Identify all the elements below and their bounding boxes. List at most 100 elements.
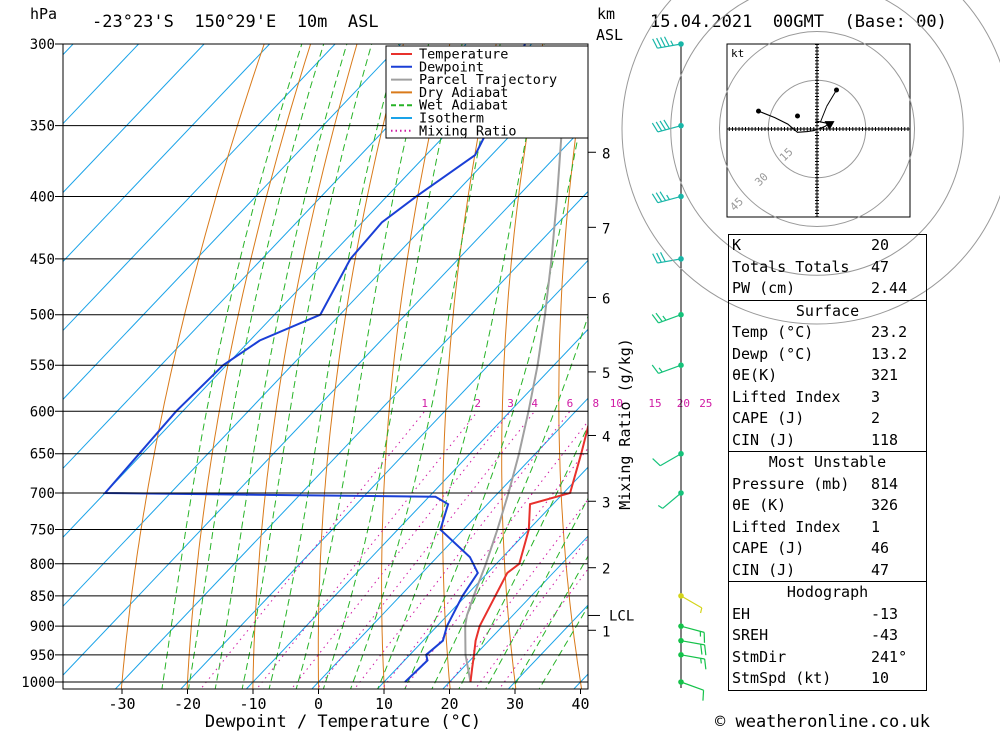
hodograph-row: StmSpd (kt) 10	[729, 668, 927, 690]
wind-barb-flag	[651, 314, 659, 324]
most-unstable-row: Lifted Index 1	[729, 517, 927, 539]
height-tick-label: 2	[602, 562, 610, 578]
most-unstable-row-value: 814	[871, 474, 899, 493]
hodograph-section-title: Hodograph	[728, 581, 927, 604]
wind-barb-staff	[680, 595, 703, 609]
mixing-ratio-line	[200, 410, 426, 689]
height-tick-label: 1	[602, 624, 610, 640]
mixing-ratio-axis-label: Mixing Ratio (g/kg)	[616, 338, 634, 510]
surface-row-label: CAPE (J)	[732, 409, 805, 427]
most-unstable-section-title: Most Unstable	[728, 451, 927, 474]
most-unstable-row: Pressure (mb) 814	[729, 474, 927, 496]
surface-row-value: 118	[871, 430, 899, 449]
hodograph-row-label: StmDir	[732, 647, 787, 666]
indices-table: K 20 Totals Totals 47 PW (cm) 2.44 Surface Temp…	[728, 234, 927, 691]
wind-barb-half	[666, 194, 670, 200]
most-unstable-row: CIN (J) 47	[729, 560, 927, 582]
legend-entry: Wet Adiabat	[419, 98, 508, 114]
x-tick-label: 40	[571, 695, 589, 713]
hodograph-row-value: -43	[871, 626, 899, 644]
wind-barb-flag	[651, 364, 659, 374]
wet-adiabat-line	[511, 555, 588, 689]
wet-adiabat-line	[431, 314, 588, 689]
surface-row: CAPE (J) 2	[729, 408, 927, 430]
dry-adiabat-line	[960, 44, 1000, 713]
mixing-ratio-line	[444, 498, 588, 689]
isotherm-line	[63, 44, 270, 263]
isotherm-line	[63, 44, 532, 538]
datetime-title: 15.04.2021 00GMT (Base: 00)	[650, 12, 947, 32]
surface-row: Temp (°C) 23.2	[729, 322, 927, 344]
pressure-tick-label: 750	[30, 523, 55, 539]
temperature-line	[469, 422, 588, 683]
wind-barb-flag	[655, 192, 663, 202]
mixing-ratio-label: 3	[507, 397, 514, 410]
mixing-ratio-line	[290, 410, 511, 689]
isotherm-line	[63, 44, 205, 194]
wind-barb-staff	[680, 625, 705, 633]
most-unstable-row-label: CIN (J)	[732, 560, 796, 579]
pressure-tick-label: 650	[30, 447, 55, 463]
most-unstable-row-value: 1	[871, 517, 881, 536]
hodograph-row: StmDir 241°	[729, 647, 927, 669]
surface-row-label: Temp (°C)	[732, 323, 814, 341]
x-axis-label: Dewpoint / Temperature (°C)	[205, 712, 481, 732]
height-tick-label: 5	[602, 366, 610, 382]
wind-barb-flag	[652, 38, 658, 49]
wet-adiabat-line	[295, 44, 430, 689]
wind-barb-half	[662, 315, 667, 321]
wind-barb-flag	[651, 122, 659, 133]
mixing-ratio-line	[353, 410, 571, 689]
dry-adiabat-line	[668, 44, 719, 713]
wind-barb-half	[670, 40, 674, 46]
hodograph-upper-segment	[819, 106, 828, 123]
pressure-tick-label: 350	[30, 119, 55, 135]
pressure-tick-label: 550	[30, 358, 55, 374]
x-tick-label: 0	[314, 695, 323, 713]
hodograph-row: EH -13	[729, 604, 927, 626]
wind-barb-half	[658, 367, 663, 373]
hodograph-row-value: -13	[871, 604, 899, 623]
pressure-tick-label: 1000	[21, 675, 55, 691]
legend-entry: Parcel Trajectory	[419, 72, 557, 88]
legend-entry: Temperature	[419, 47, 508, 63]
wind-barbs	[651, 36, 707, 701]
wind-barb-flag	[663, 119, 670, 130]
hodograph-ring	[670, 0, 964, 276]
hodograph-row-label: EH	[732, 604, 751, 623]
isotherm-line	[180, 259, 588, 689]
wet-adiabat-line	[377, 44, 545, 689]
hodograph-point	[795, 113, 800, 119]
legend-box	[385, 45, 589, 139]
hodograph-ring	[621, 0, 1000, 325]
pressure-tick-label: 900	[30, 619, 55, 635]
height-tick-label: 8	[602, 146, 610, 162]
pressure-tick-label: 850	[30, 589, 55, 605]
hodograph-point	[834, 87, 839, 93]
wet-adiabat-line	[538, 605, 588, 689]
height-tick-label: 7	[602, 221, 610, 237]
wind-barb-flag	[652, 253, 658, 264]
mixing-ratio-label: 25	[699, 397, 712, 410]
wet-adiabat-line	[187, 44, 325, 689]
surface-row-label: Dewp (°C)	[732, 344, 814, 363]
isotherm-line	[63, 44, 467, 470]
height-unit: km	[597, 5, 616, 23]
pressure-tick-label: 500	[30, 308, 55, 324]
dewpoint-line	[102, 44, 526, 683]
surface-section-title: Surface	[728, 299, 927, 322]
mixing-ratio-label: 2	[474, 397, 481, 410]
most-unstable-row-label: Pressure (mb)	[732, 474, 850, 493]
wet-adiabat-line	[404, 80, 588, 689]
wind-barb-flag	[659, 120, 667, 131]
index-row-value: 47	[871, 257, 890, 276]
surface-row-value: 321	[871, 366, 899, 384]
pressure-tick-label: 950	[30, 648, 55, 664]
wind-barb-flag	[663, 36, 670, 47]
isotherm-line	[63, 44, 139, 125]
isotherm-line	[114, 190, 588, 689]
wind-barb-staff	[657, 125, 682, 133]
dry-adiabat-line	[317, 44, 404, 689]
wind-barb-flag	[656, 37, 662, 48]
